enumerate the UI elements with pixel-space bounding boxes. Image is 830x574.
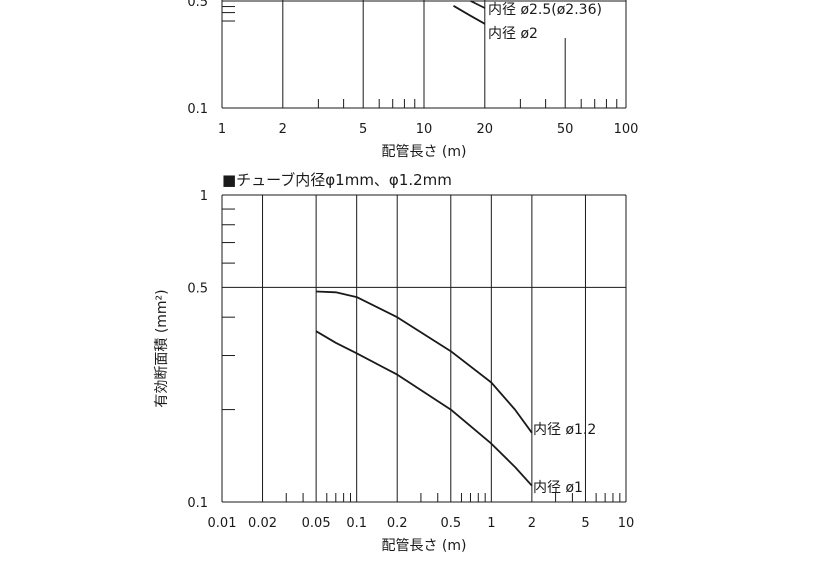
chart2-y-tick-label: 1 [200,189,208,204]
chart1-x-tick-label: 5 [359,122,367,137]
chart2-x-tick-label: 1 [487,516,495,531]
chart2-y-tick-label: 0.5 [187,281,208,296]
chart1-x-tick-label: 100 [614,122,639,137]
chart1-x-tick-label: 1 [218,122,226,137]
chart2-x-tick-label: 2 [528,516,536,531]
chart1-series-label-2: 内径 ø2 [488,26,538,42]
chart1-series-label-1: 内径 ø2.5(ø2.36) [488,2,602,18]
chart1-x-tick-label: 20 [477,122,494,137]
chart2-series-label-2: 内径 ø1 [533,480,583,496]
chart1-y-tick-label: 0.5 [187,0,208,10]
chart1-x-tick-label: 2 [279,122,287,137]
chart2-y-axis-title: 有効断面積 (mm²) [154,289,170,407]
chart2-x-tick-label: 0.02 [248,516,277,531]
chart1-series-line-1 [470,0,486,9]
chart2-series-label-1: 内径 ø1.2 [533,422,596,438]
chart2-x-tick-label: 0.2 [387,516,408,531]
chart2-x-axis-title: 配管長さ (m) [381,538,466,554]
chart2-series-line-2 [315,330,533,487]
chart2-title: ■チューブ内径φ1mm、φ1.2mm [222,171,452,189]
chart2-y-tick-label: 0.1 [187,496,208,511]
chart1-x-tick-label: 10 [416,122,433,137]
chart1-x-tick-label: 50 [557,122,574,137]
chart2-x-tick-label: 5 [581,516,589,531]
chart1-series-line-2 [453,5,486,25]
chart2-x-tick-label: 0.05 [302,516,331,531]
chart2-x-tick-label: 10 [618,516,635,531]
chart2-series-line-1 [316,290,533,434]
chart2-x-tick-label: 0.1 [346,516,367,531]
chart2-x-tick-label: 0.5 [440,516,461,531]
chart1-y-tick-label: 0.1 [187,102,208,117]
chart1-x-axis-title: 配管長さ (m) [381,144,466,160]
chart2-x-tick-label: 0.01 [208,516,237,531]
